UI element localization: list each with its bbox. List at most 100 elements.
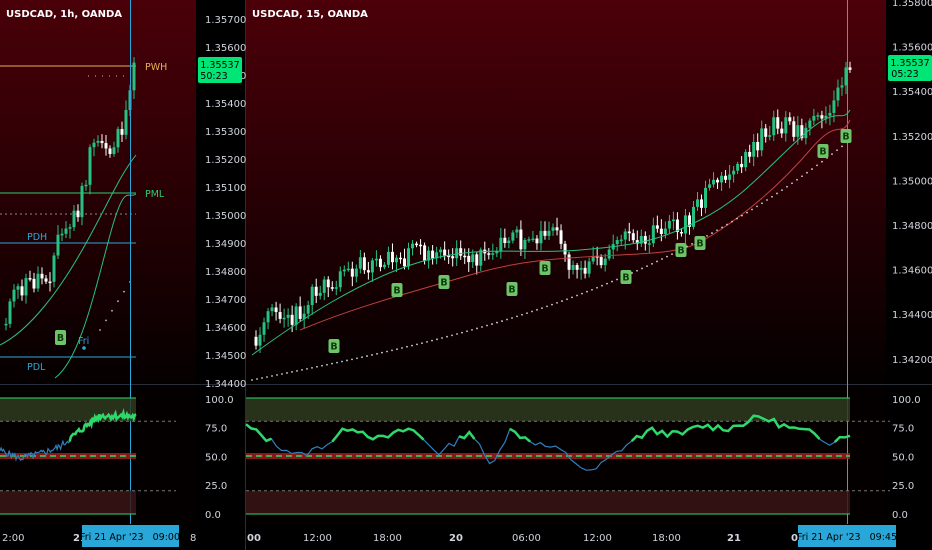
candle-body <box>635 240 639 244</box>
candle-body <box>808 120 812 128</box>
ma-slow <box>299 119 851 331</box>
time-label: 18:00 <box>652 533 681 544</box>
right-time-labels: 00 12:00 18:00 20 06:00 12:00 18:00 21 0 <box>247 533 798 544</box>
buy-tag <box>506 282 518 296</box>
candle-body <box>583 267 587 274</box>
candle-body <box>28 278 32 280</box>
ma-dot <box>791 182 793 185</box>
ma-dot <box>711 232 713 234</box>
candle-body <box>64 228 68 234</box>
ma-dot <box>516 315 518 318</box>
ma-dot <box>586 290 588 293</box>
candle-body <box>431 250 435 259</box>
price-axis-label: 1.35400 <box>892 87 932 98</box>
ma-dot <box>666 255 668 258</box>
candle-body <box>390 251 394 263</box>
ma-dot <box>716 229 718 232</box>
candle-body <box>691 206 695 227</box>
candle-body <box>120 129 124 135</box>
price-axis-label: 1.35400 <box>205 99 246 110</box>
candle-body <box>840 85 844 88</box>
ma-dot <box>356 357 358 360</box>
candle-body <box>471 254 475 263</box>
left-buy-signal[interactable]: B <box>55 330 66 345</box>
time-label: 12:00 <box>583 533 612 544</box>
ma-dot <box>571 296 573 299</box>
candle-body <box>32 278 36 289</box>
osc-line-strong <box>245 414 851 443</box>
candle-body <box>595 256 599 258</box>
ma-dot <box>326 363 328 366</box>
ma-dot <box>281 373 283 375</box>
ma-dot <box>105 319 107 322</box>
ma-dot <box>546 305 548 308</box>
ma-dot <box>821 160 823 163</box>
extra-time-label: 8 <box>190 533 196 544</box>
candle-body <box>740 163 744 168</box>
candle-body <box>567 254 571 270</box>
time-label: 00 <box>247 533 261 544</box>
candle-body <box>334 287 338 289</box>
candle-body <box>543 230 547 236</box>
buy-tag <box>391 283 403 297</box>
candle-body <box>12 289 16 302</box>
ma-dot <box>511 317 513 319</box>
ma-dot <box>401 347 403 349</box>
ma-dot <box>431 339 433 342</box>
candle-body <box>575 265 579 270</box>
candle-body <box>439 249 443 253</box>
time-label: 06:00 <box>512 533 541 544</box>
ma-dot <box>606 282 608 285</box>
ma-dot <box>286 372 288 374</box>
candle-body <box>274 307 278 313</box>
right-buy-signals[interactable]: B B B B B B B B B B <box>328 129 852 353</box>
candle-body <box>599 256 603 266</box>
candle-body <box>8 301 12 324</box>
osc-line-strong <box>68 408 137 442</box>
buy-tag-text: B <box>393 286 400 297</box>
left-price-axis[interactable] <box>196 0 246 524</box>
candle-body <box>282 317 286 320</box>
ma-dot <box>456 333 458 335</box>
right-price-axis[interactable] <box>886 0 932 524</box>
candle-body <box>407 248 411 267</box>
ma-dot <box>306 367 308 370</box>
right-candles[interactable] <box>254 61 852 354</box>
osc-mid-band <box>0 453 136 459</box>
ma-dot <box>651 262 653 265</box>
candle-body <box>40 273 44 279</box>
osc-axis-label: 75.0 <box>892 424 914 435</box>
right-price-pane[interactable] <box>246 0 886 384</box>
candle-body <box>411 243 415 249</box>
ma-dot <box>746 211 748 214</box>
candle-body <box>24 278 28 296</box>
ma-dot <box>381 351 383 354</box>
candle-body <box>756 141 760 151</box>
candle-body <box>68 227 72 229</box>
candle-body <box>124 109 128 135</box>
left-levels <box>0 65 136 358</box>
candle-body <box>559 230 563 244</box>
ma-dot <box>386 350 388 353</box>
candle-body <box>294 306 298 325</box>
time-label: 18:00 <box>373 533 402 544</box>
candle-body <box>290 314 294 325</box>
candle-body <box>302 313 306 319</box>
candle-body <box>403 258 407 267</box>
candle-body <box>539 230 543 244</box>
ma-dot <box>591 288 593 291</box>
left-price-pane[interactable] <box>0 0 196 384</box>
candle-body <box>44 278 48 282</box>
candle-body <box>700 199 704 208</box>
ma-dot <box>117 300 119 303</box>
candle-body <box>491 253 495 255</box>
ma-dot <box>536 308 538 311</box>
ma-dot <box>761 202 763 205</box>
ma-dot <box>581 292 583 295</box>
candle-body <box>800 125 804 139</box>
left-candles[interactable] <box>4 57 136 331</box>
candle-body <box>56 234 60 256</box>
candle-body <box>358 257 362 269</box>
